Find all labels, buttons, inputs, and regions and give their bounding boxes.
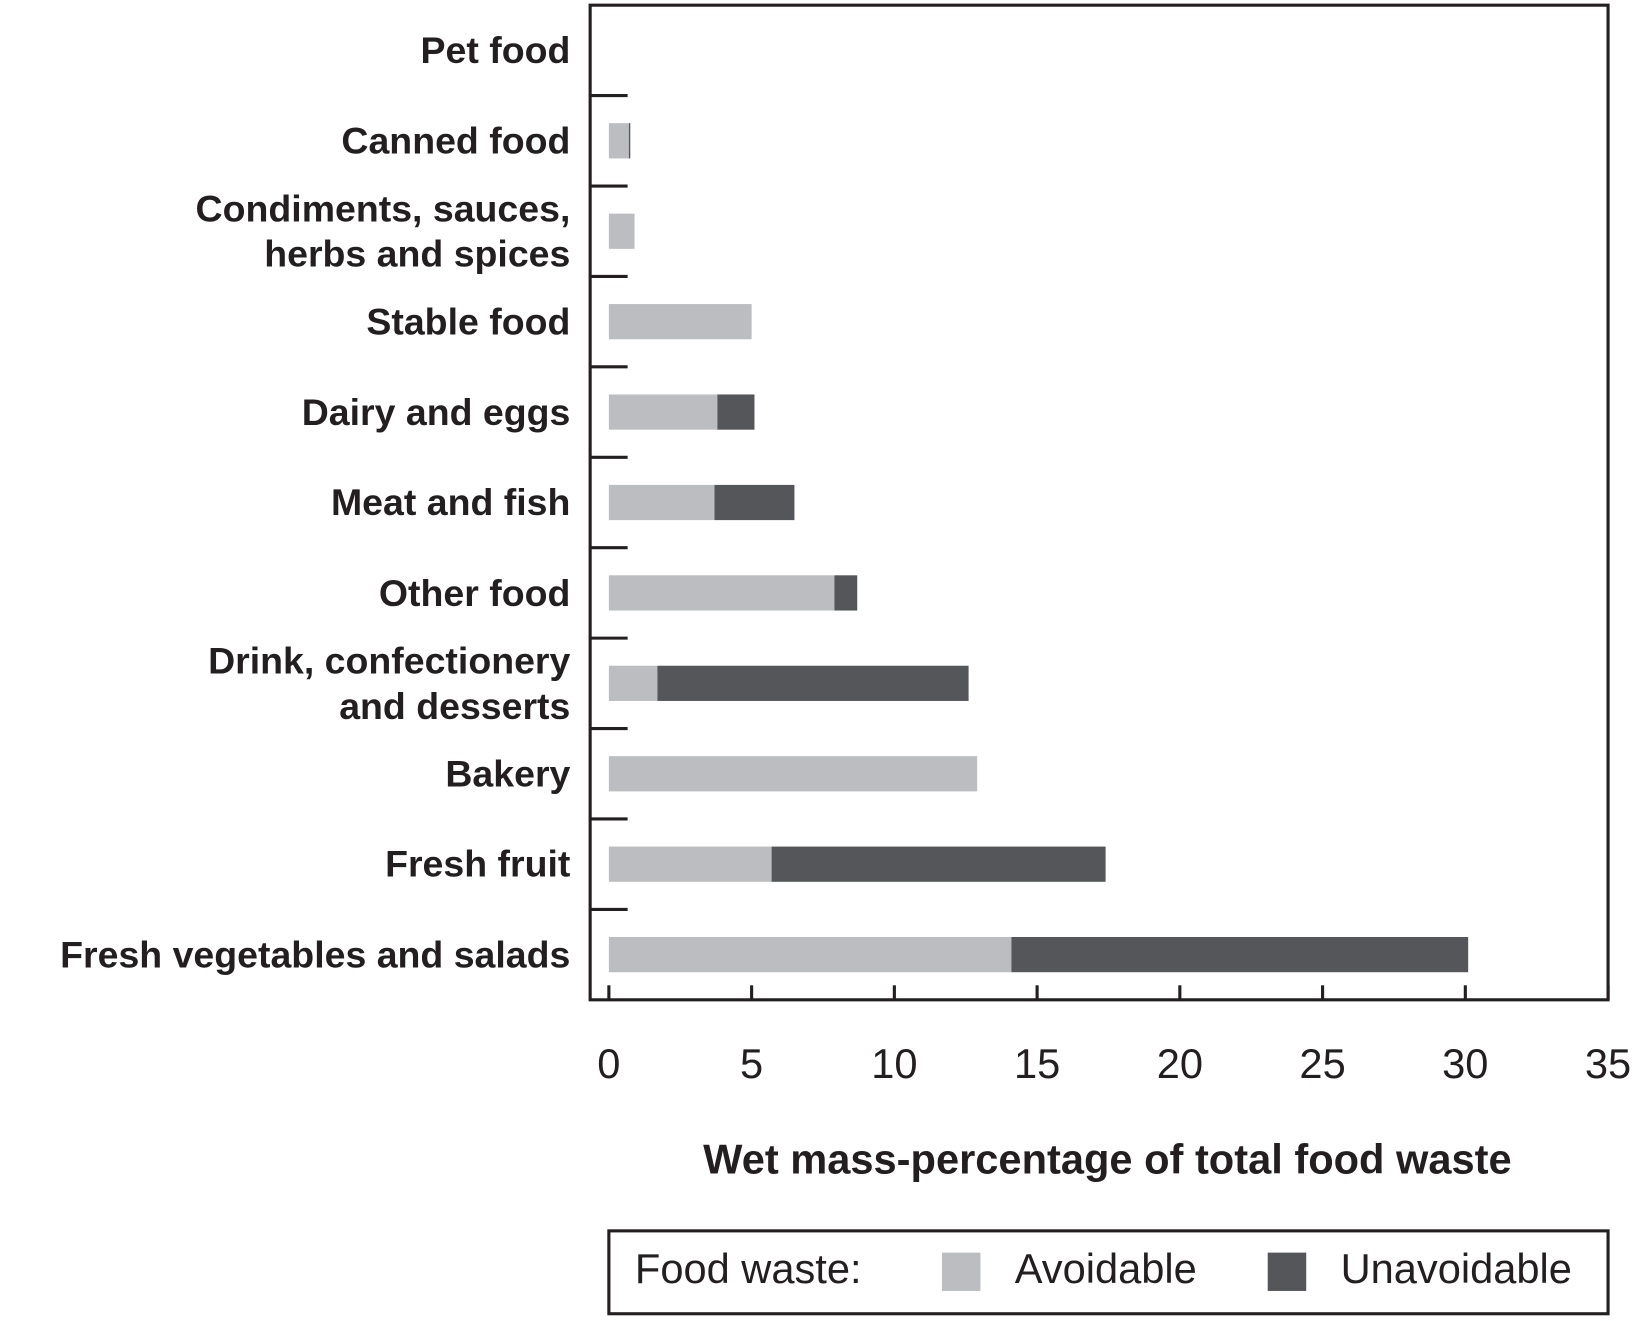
x-tick-label: 5 <box>740 1040 763 1087</box>
bar-segment <box>608 123 629 159</box>
category-label: Fresh vegetables and salads <box>60 933 571 976</box>
x-tick-label: 0 <box>597 1040 620 1087</box>
legend-label: Unavoidable <box>1341 1245 1572 1292</box>
plot-frame <box>588 3 1610 1002</box>
category-label: Dairy and eggs <box>301 390 571 434</box>
x-tick-label: 30 <box>1442 1040 1488 1087</box>
bar-segment <box>714 484 795 521</box>
bar-segment <box>608 846 772 882</box>
category-label: Condiments, sauces, herbs and spices <box>195 187 571 275</box>
category-label: Drink, confectionery and desserts <box>208 639 571 727</box>
bar-segment <box>608 936 1012 973</box>
category-label-box: Dairy and eggs <box>301 390 571 434</box>
category-label-box: Fresh vegetables and salads <box>60 933 571 976</box>
category-label-box: Bakery <box>445 752 571 795</box>
category-label-box: Meat and fish <box>330 481 571 524</box>
x-tick-label: 25 <box>1299 1040 1345 1087</box>
category-label-box: Other food <box>378 571 571 615</box>
bar-segment <box>608 213 635 249</box>
bar-segment <box>608 756 978 792</box>
legend-box <box>607 1229 1610 1316</box>
category-label-box: Canned food <box>341 119 571 162</box>
x-axis-title: Wet mass-percentage of total food waste <box>703 1136 1511 1183</box>
category-label-box: Stable food <box>366 300 571 343</box>
category-label-box: Drink, confectionery and desserts <box>208 639 571 727</box>
bar-segment <box>608 394 718 430</box>
bar-segment <box>608 575 835 611</box>
x-tick-label: 15 <box>1014 1040 1060 1087</box>
bar-segment <box>834 575 858 611</box>
bar-segment <box>608 665 658 701</box>
category-label-box: Pet food <box>420 29 571 72</box>
bar-segment <box>771 846 1106 882</box>
category-label: Bakery <box>445 752 571 795</box>
legend-label: Avoidable <box>1015 1245 1197 1292</box>
legend-swatch <box>1267 1252 1307 1291</box>
bar-segment <box>608 484 715 521</box>
category-label: Canned food <box>341 119 571 162</box>
bar-segment <box>657 665 969 701</box>
x-tick-label: 10 <box>871 1040 917 1087</box>
category-label: Pet food <box>420 29 571 72</box>
category-label-box: Condiments, sauces, herbs and spices <box>195 187 571 275</box>
x-tick-label: 35 <box>1585 1040 1631 1087</box>
category-label: Other food <box>378 571 571 615</box>
bar-segment <box>717 394 755 430</box>
legend-swatch <box>941 1252 981 1291</box>
bar-segment <box>628 123 631 159</box>
bar-segment <box>608 304 752 340</box>
bar-segment <box>1011 936 1469 973</box>
category-label-box: Fresh fruit <box>385 842 571 886</box>
category-label: Stable food <box>366 300 571 343</box>
x-tick-label: 20 <box>1157 1040 1203 1087</box>
category-label: Fresh fruit <box>385 842 571 886</box>
category-label: Meat and fish <box>330 481 571 524</box>
legend-title: Food waste: <box>635 1245 862 1292</box>
